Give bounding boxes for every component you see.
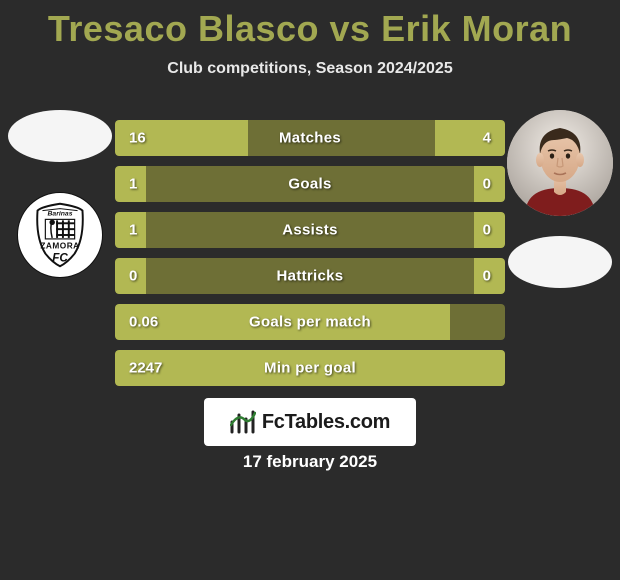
stat-value-left: 0.06 xyxy=(129,314,158,331)
brand-box[interactable]: FcTables.com xyxy=(204,398,416,446)
right-player-avatar xyxy=(507,110,613,216)
stat-value-right: 0 xyxy=(483,222,491,239)
left-player-club-badge: Barinas ZAMORA FC xyxy=(17,192,103,278)
stat-label: Matches xyxy=(279,130,341,147)
stat-row: 2247 Min per goal xyxy=(115,350,505,386)
badge-text: ZAMORA xyxy=(40,241,79,251)
fctables-logo-icon xyxy=(230,410,256,434)
stat-value-left: 1 xyxy=(129,176,137,193)
stat-value-left: 1 xyxy=(129,222,137,239)
stat-label: Min per goal xyxy=(264,360,356,377)
badge-fc-text: FC xyxy=(52,251,68,264)
right-player-column xyxy=(500,110,620,318)
left-player-avatar-placeholder xyxy=(8,110,112,162)
badge-subtext: Barinas xyxy=(47,210,72,217)
page-title: Tresaco Blasco vs Erik Moran xyxy=(0,0,620,50)
stat-label: Hattricks xyxy=(277,268,344,285)
club-badge-icon: Barinas ZAMORA FC xyxy=(18,193,102,277)
player-photo-icon xyxy=(507,110,613,216)
stat-value-left: 0 xyxy=(129,268,137,285)
stat-row: 1 Assists 0 xyxy=(115,212,505,248)
stat-value-left: 16 xyxy=(129,130,146,147)
stat-value-right: 0 xyxy=(483,268,491,285)
stat-row: 1 Goals 0 xyxy=(115,166,505,202)
stat-value-right: 0 xyxy=(483,176,491,193)
subtitle: Club competitions, Season 2024/2025 xyxy=(0,60,620,78)
left-player-column: Barinas ZAMORA FC xyxy=(0,110,120,308)
stat-row: 0 Hattricks 0 xyxy=(115,258,505,294)
stat-label: Goals per match xyxy=(249,314,371,331)
stats-bars: 16 Matches 4 1 Goals 0 1 Assists 0 0 Hattricks 0 0.0… xyxy=(115,120,505,396)
stat-value-left: 2247 xyxy=(129,360,162,377)
date-text: 17 february 2025 xyxy=(0,452,620,472)
stat-label: Assists xyxy=(282,222,337,239)
brand-text: FcTables.com xyxy=(262,411,390,434)
stat-bar-right xyxy=(435,120,505,156)
stat-value-right: 4 xyxy=(483,130,491,147)
stat-row: 0.06 Goals per match xyxy=(115,304,505,340)
stat-row: 16 Matches 4 xyxy=(115,120,505,156)
right-player-club-placeholder xyxy=(508,236,612,288)
stat-label: Goals xyxy=(288,176,331,193)
